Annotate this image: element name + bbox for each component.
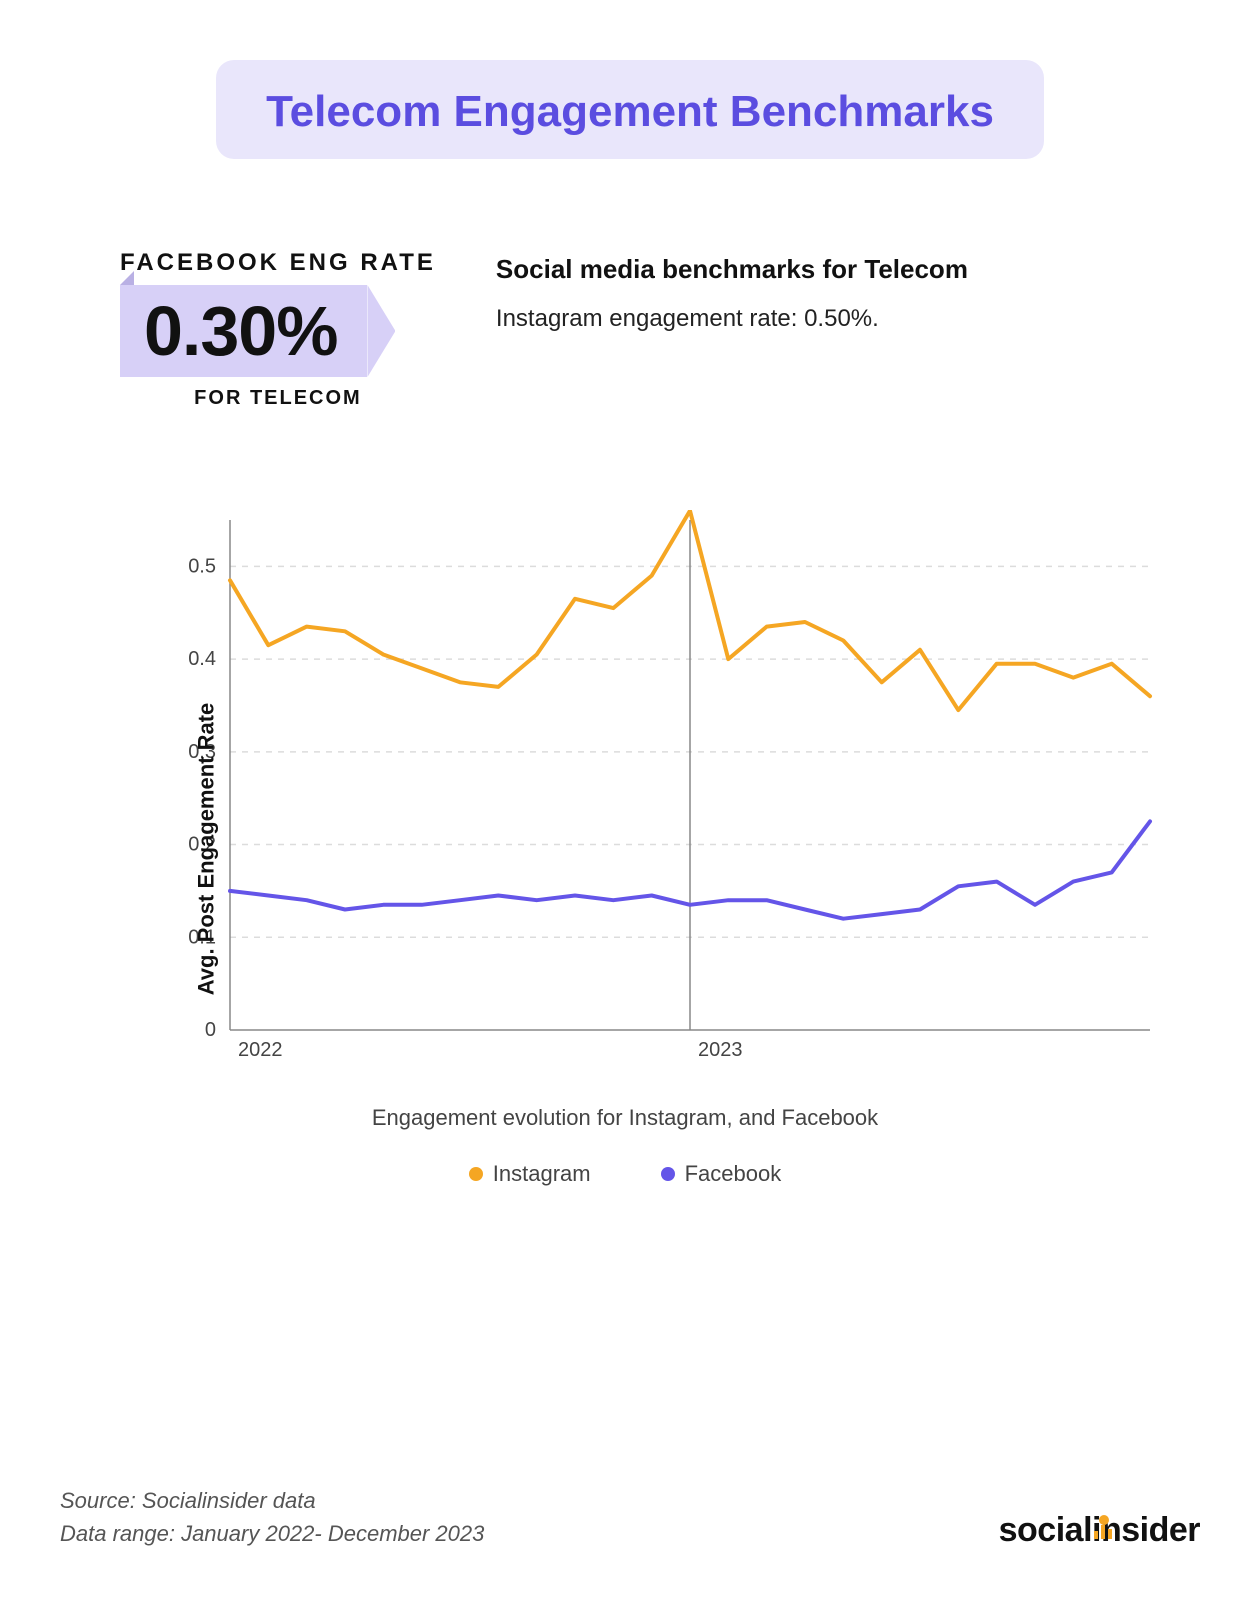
stat-sub: FOR TELECOM bbox=[120, 387, 436, 410]
svg-text:2022: 2022 bbox=[238, 1039, 283, 1061]
desc-block: Social media benchmarks for Telecom Inst… bbox=[496, 249, 1140, 410]
legend-label: Instagram bbox=[493, 1161, 591, 1187]
svg-text:0.5: 0.5 bbox=[188, 555, 216, 577]
stat-value: 0.30% bbox=[144, 292, 337, 370]
chart-caption: Engagement evolution for Instagram, and … bbox=[90, 1105, 1160, 1131]
footer: Source: Socialinsider data Data range: J… bbox=[60, 1484, 1200, 1550]
svg-text:0.4: 0.4 bbox=[188, 648, 216, 670]
svg-text:0: 0 bbox=[205, 1019, 216, 1041]
chart-ylabel: Avg. Post Engagement Rate bbox=[193, 702, 219, 995]
chart-svg: 00.10.20.30.40.520222023 bbox=[160, 510, 1160, 1075]
svg-text:2023: 2023 bbox=[698, 1039, 743, 1061]
legend-item: Facebook bbox=[661, 1161, 782, 1187]
info-row: FACEBOOK ENG RATE 0.30% FOR TELECOM Soci… bbox=[50, 249, 1210, 410]
stat-ribbon: 0.30% bbox=[120, 285, 367, 377]
chart-area: Avg. Post Engagement Rate 00.10.20.30.40… bbox=[50, 510, 1210, 1187]
brand-logo: socialinsider bbox=[999, 1511, 1200, 1550]
brand-dot-icon bbox=[1099, 1515, 1109, 1525]
desc-title: Social media benchmarks for Telecom bbox=[496, 253, 1140, 287]
source-text: Source: Socialinsider data Data range: J… bbox=[60, 1484, 484, 1550]
legend-dot-icon bbox=[661, 1167, 675, 1181]
stat-block: FACEBOOK ENG RATE 0.30% FOR TELECOM bbox=[120, 249, 436, 410]
chart-legend: Instagram Facebook bbox=[90, 1161, 1160, 1187]
desc-body: Instagram engagement rate: 0.50%. bbox=[496, 305, 1140, 333]
legend-dot-icon bbox=[469, 1167, 483, 1181]
legend-label: Facebook bbox=[685, 1161, 782, 1187]
legend-item: Instagram bbox=[469, 1161, 591, 1187]
source-line-1: Source: Socialinsider data bbox=[60, 1484, 484, 1517]
page-title: Telecom Engagement Benchmarks bbox=[216, 60, 1044, 159]
source-line-2: Data range: January 2022- December 2023 bbox=[60, 1517, 484, 1550]
brand-bars-icon bbox=[1094, 1525, 1112, 1539]
stat-label: FACEBOOK ENG RATE bbox=[120, 249, 436, 277]
